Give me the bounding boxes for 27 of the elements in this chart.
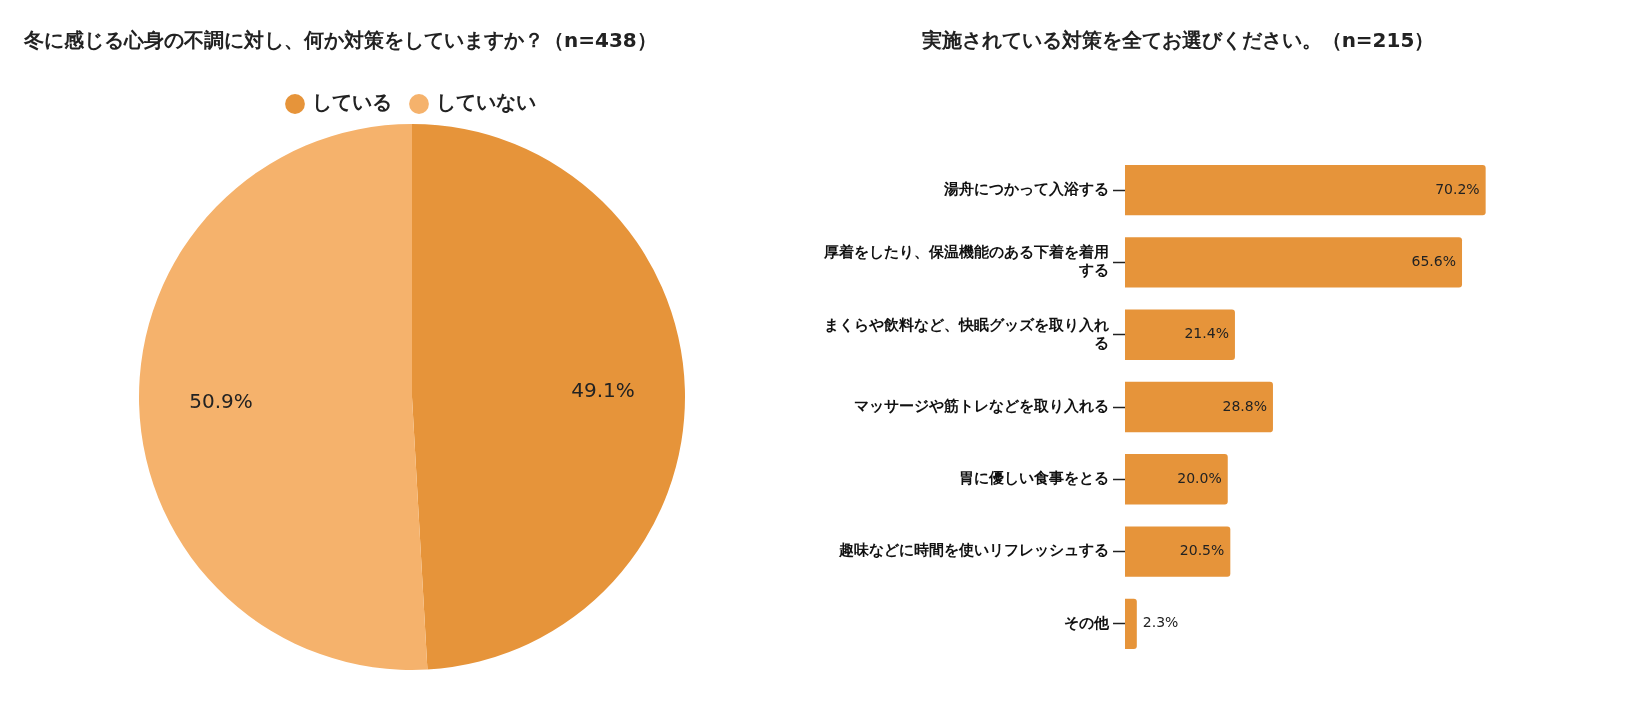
bar [1125,164,1486,216]
y-tick-label: マッサージや筋トレなどを取り入れる [854,396,1109,415]
y-tick-label: 湯舟につかって入浴する [943,180,1109,199]
data-label: 50.9% [189,388,253,413]
y-tick-label: 胃に優しい食事をとる [959,469,1109,488]
bar [1125,526,1231,577]
bar [1125,454,1228,505]
y-tick-label: 厚着をしたり、保温機能のある下着を着用する [823,243,1109,280]
legend-label: していない [436,90,536,115]
data-label: 20.5% [1179,542,1225,559]
data-label: 70.2% [1435,180,1480,197]
data-label: 65.6% [1411,253,1457,270]
data-label: 2.3% [1142,614,1179,631]
data-label: 28.8% [1222,397,1267,414]
data-label: 21.4% [1184,325,1229,342]
data-label: 20.0% [1177,469,1222,486]
bar [1125,309,1235,360]
bar [1125,381,1273,433]
data-label: 49.1% [571,377,635,402]
bar [1125,237,1463,288]
bar [1125,598,1137,650]
legend-label: している [312,90,392,115]
y-tick-label: まくらや飲料など、快眠グッズを取り入れる [824,315,1109,352]
y-tick-label: その他 [1064,613,1110,632]
y-tick-label: 趣味などに時間を使いリフレッシュする [838,541,1109,560]
chart-title: 実施されている対策を全てお選びください。（n=215） [920,28,1435,53]
chart-title: 冬に感じる心身の不調に対し、何か対策をしていますか？（n=438） [23,28,657,53]
